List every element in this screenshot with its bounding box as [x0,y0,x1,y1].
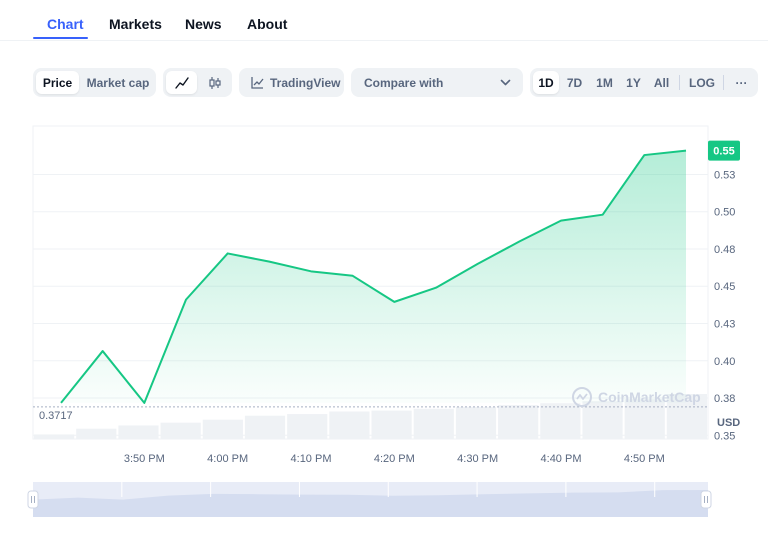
range-all-button[interactable]: All [653,75,670,90]
range-1m-button[interactable]: 1M [596,75,613,90]
log-scale-button[interactable]: LOG [689,75,715,90]
range-1d-button[interactable]: 1D [533,71,559,94]
x-axis: 3:50 PM 4:00 PM 4:10 PM 4:20 PM 4:30 PM 4:40 … [124,453,665,465]
x-tick-label: 4:00 PM [207,453,248,465]
coinmarketcap-watermark: CoinMarketCap [572,387,701,407]
volume-bar [413,408,454,439]
volume-bar [624,399,665,439]
chevron-down-icon [500,79,511,86]
toolbar-divider [723,75,724,90]
volume-bar [455,406,497,439]
open-price-label: 0.3717 [39,410,73,422]
currency-unit-label: USD [717,417,740,429]
volume-bar [371,410,412,439]
y-tick-label: 0.50 [714,207,735,219]
compare-with-label: Compare with [364,75,444,90]
volume-bar [244,415,286,439]
volume-bar [34,434,75,439]
line-chart-button[interactable] [166,71,197,94]
watermark-text: CoinMarketCap [598,389,701,405]
y-tick-label: 0.45 [714,281,735,293]
navigator-left-handle[interactable] [27,490,39,509]
volume-bar [329,411,370,439]
tab-about[interactable]: About [247,16,288,32]
y-tick-label: 0.53 [714,169,735,181]
current-price-badge [708,140,740,161]
market-cap-button[interactable]: Market cap [86,75,150,90]
price-area [61,150,686,403]
y-tick-label: 0.48 [714,244,735,256]
y-axis: 0.35 0.38 0.40 0.43 0.45 0.48 0.50 0.53 [714,169,735,442]
volume-bar [287,414,328,439]
more-options-button[interactable]: ··· [735,75,748,90]
tradingview-chart-icon [251,77,264,89]
price-chart[interactable]: 0.3717 CoinMarketCap 0.35 0.38 0.40 0.43 0.4… [0,110,768,530]
tradingview-button[interactable]: TradingView [239,68,344,97]
metric-toggle: Price Market cap [33,68,156,97]
compare-with-select[interactable]: Compare with [351,68,523,97]
y-tick-label: 0.43 [714,318,735,330]
volume-bars [34,394,707,439]
range-7d-button[interactable]: 7D [566,75,583,90]
time-range-group: 1D 7D 1M 1Y All LOG ··· [530,68,758,97]
line-chart-icon [174,76,189,89]
current-price-label: 0.55 [713,146,734,158]
y-tick-label: 0.38 [714,393,735,405]
volume-bar [582,401,623,439]
navigator-series [33,489,708,517]
x-tick-label: 4:20 PM [374,453,415,465]
tab-markets[interactable]: Markets [109,16,162,32]
x-tick-label: 4:30 PM [457,453,498,465]
navigator-grid [121,482,656,497]
x-tick-label: 4:50 PM [624,453,665,465]
x-tick-label: 4:10 PM [291,453,332,465]
active-tab-indicator [33,37,88,39]
tab-bar: Chart Markets News About [0,0,768,41]
toolbar-divider [679,75,680,90]
range-1y-button[interactable]: 1Y [626,75,641,90]
volume-bar [76,428,117,439]
volume-bar [498,405,539,439]
volume-bar [118,425,159,439]
volume-bar [202,419,243,439]
tradingview-label: TradingView [270,75,341,90]
candlestick-icon [208,76,221,89]
volume-bar [540,403,581,439]
chart-style-toggle [163,68,232,97]
price-line [60,149,687,404]
candlestick-button[interactable] [200,71,229,94]
x-tick-label: 3:50 PM [124,453,165,465]
y-tick-label: 0.40 [714,356,735,368]
x-tick-label: 4:40 PM [541,453,582,465]
y-tick-label: 0.35 [714,430,735,442]
navigator-right-handle[interactable] [700,490,712,509]
tab-chart[interactable]: Chart [47,16,84,32]
tab-news[interactable]: News [185,16,222,32]
volume-bar [160,422,201,439]
price-button[interactable]: Price [36,71,79,94]
